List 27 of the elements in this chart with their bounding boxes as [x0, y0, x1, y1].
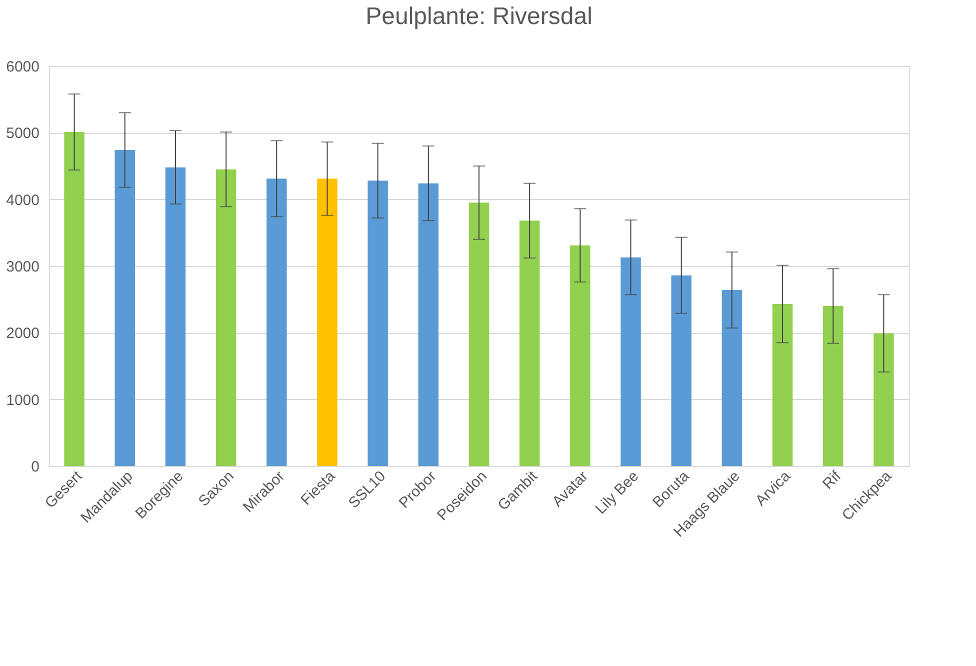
bar: [418, 183, 439, 466]
bar: [216, 169, 236, 466]
y-tick-label: 0: [31, 458, 40, 476]
bar: [874, 333, 894, 466]
x-tick-label: Rif: [819, 467, 846, 493]
bar: [722, 290, 742, 466]
bar: [317, 178, 338, 466]
y-tick-label: 3000: [6, 258, 40, 276]
y-tick-label: 6000: [6, 58, 40, 76]
y-tick-label: 5000: [6, 125, 40, 142]
bar: [570, 245, 590, 466]
bar: [64, 132, 84, 466]
y-tick-label: 4000: [6, 192, 40, 209]
chart-title: Peulplante: Riversdal: [366, 3, 592, 30]
bar: [772, 304, 793, 466]
bar: [671, 275, 692, 466]
x-tick-label: Lily Bee: [592, 468, 642, 518]
bar: [114, 150, 135, 466]
bar: [620, 257, 641, 466]
bar: [266, 178, 287, 466]
bar: [468, 202, 490, 466]
bar: [368, 180, 388, 466]
bar: [823, 306, 844, 466]
y-tick-label: 1000: [6, 392, 40, 409]
bar: [165, 167, 186, 466]
y-tick-label: 2000: [6, 325, 40, 342]
bar: [519, 220, 540, 466]
